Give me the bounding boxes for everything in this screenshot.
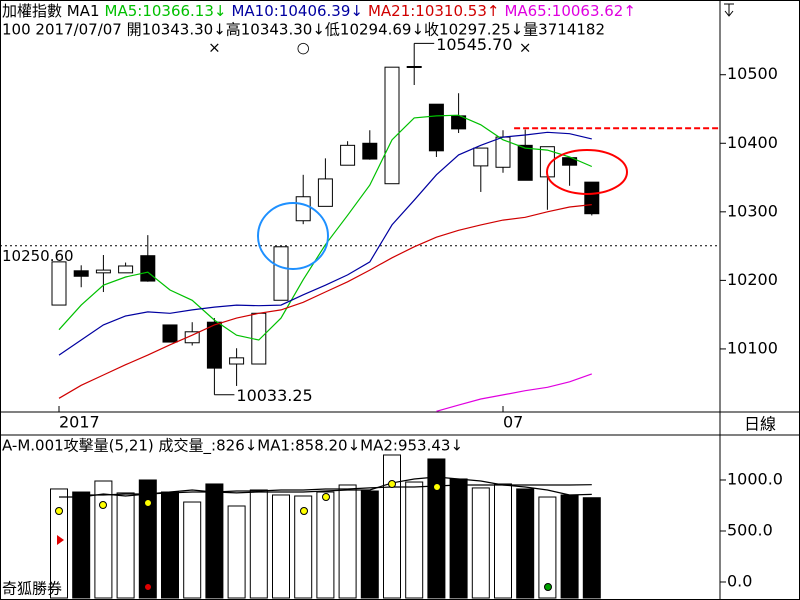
x-tick-label: 07 <box>503 413 523 432</box>
candle-body <box>206 321 222 369</box>
legend: 加權指數 MA1 MA5:10366.13↓ MA10:10406.39↓ MA21:… <box>2 2 636 20</box>
volume-bar <box>449 478 468 599</box>
icon-part <box>724 10 734 17</box>
signal-dot <box>99 501 107 509</box>
volume-bar <box>338 484 357 599</box>
candle-body <box>317 178 333 207</box>
candle-body <box>340 144 356 166</box>
signal-dot <box>144 499 152 507</box>
volume-bar <box>471 487 490 599</box>
subtitle: 100 2017/07/07 開10343.30↓高10343.30↓低1029… <box>2 21 605 39</box>
volume-bar <box>405 481 424 599</box>
volume-bar <box>383 454 401 599</box>
volume-bar <box>294 495 313 599</box>
volume-bar <box>560 494 579 599</box>
legend-entry: MA5:10366.13↓ <box>105 2 227 20</box>
candle-body <box>73 270 89 277</box>
volume-bar <box>494 483 512 599</box>
volume-bar <box>360 490 379 599</box>
y-tick-label: 10100 <box>727 338 778 357</box>
candle-body <box>118 265 134 274</box>
legend-entry: MA65:10063.62↑ <box>504 2 635 20</box>
volume-bar <box>183 501 202 599</box>
volume-bar <box>582 497 601 599</box>
legend-entry: MA21:10310.53↑ <box>368 2 499 20</box>
y-tick-label: 1000.0 <box>727 469 783 488</box>
volume-bar <box>94 480 113 599</box>
x-tick-label: 2017 <box>59 413 100 432</box>
reference-label: 10250.60 <box>2 247 74 265</box>
annotation-label: 10545.70 <box>436 35 512 54</box>
ma-line <box>58 114 593 341</box>
volume-bar <box>138 479 157 599</box>
candle-body <box>51 261 67 306</box>
volume-bar <box>116 492 135 599</box>
period-label: 日線 <box>744 415 776 434</box>
signal-dot <box>433 483 441 491</box>
candle-body <box>184 331 200 344</box>
volume-bar <box>205 483 224 599</box>
ma-line <box>81 484 592 496</box>
y-tick-label: 10400 <box>727 133 778 152</box>
candle-body <box>95 269 111 274</box>
signal-arrow <box>57 535 64 545</box>
candle-body <box>517 144 533 181</box>
volume-bar <box>72 491 91 599</box>
chart-title: 加權指數 MA1 <box>2 2 100 20</box>
volume-bar <box>516 488 535 599</box>
candle-body <box>140 255 156 282</box>
signal-marker: × <box>519 39 532 57</box>
candle-body <box>162 324 178 343</box>
legend-entry: MA10:10406.39↓ <box>231 2 362 20</box>
footer: 奇狐勝券 <box>2 580 62 598</box>
volume-bar <box>161 491 179 599</box>
y-tick-label: 10200 <box>727 270 778 289</box>
signal-dot <box>300 507 308 515</box>
candle-body <box>273 246 289 301</box>
candle-body <box>384 66 400 185</box>
y-tick-label: 10300 <box>727 201 778 220</box>
candle-body <box>362 142 378 160</box>
signal-dots <box>55 480 552 591</box>
signal-dot <box>55 507 63 515</box>
candle-body <box>295 196 311 222</box>
candle-body <box>562 157 578 166</box>
volume-bar <box>272 494 290 599</box>
candle-body <box>406 65 422 68</box>
y-tick-label: 500.0 <box>727 520 773 539</box>
ma-line <box>58 131 592 356</box>
plot-layer: 10100 10200 10300 10400 10500 加權指數 MA1 MA5:103… <box>0 2 783 599</box>
volume-bar <box>316 491 335 599</box>
highlight-circle <box>546 149 628 195</box>
candle-body <box>473 147 489 167</box>
panel-title: A-M.001攻擊量(5,21) 成交量_:826↓MA1:858.20↓MA2… <box>2 437 463 456</box>
candle-body <box>428 103 444 152</box>
ma-line <box>436 373 593 412</box>
y-tick-label: 10500 <box>727 64 778 83</box>
y-tick-label: 0.0 <box>727 571 752 590</box>
candle-body <box>584 181 600 215</box>
signal-marker: ○ <box>297 39 310 57</box>
signal-dot <box>322 493 330 501</box>
candle-body <box>229 357 245 365</box>
ma-line <box>58 204 592 399</box>
volume-bar <box>427 458 446 599</box>
signal-dot <box>388 480 396 488</box>
scroll-icon <box>724 3 734 17</box>
signal-marker: × <box>208 39 221 57</box>
highlight-circle <box>257 202 329 270</box>
volume-bar <box>227 505 246 599</box>
signal-dot <box>544 583 552 591</box>
signal-dot <box>144 583 152 591</box>
volume-bar <box>249 489 268 599</box>
volume-bar <box>538 496 557 599</box>
annotation-label: 10033.25 <box>236 386 312 405</box>
